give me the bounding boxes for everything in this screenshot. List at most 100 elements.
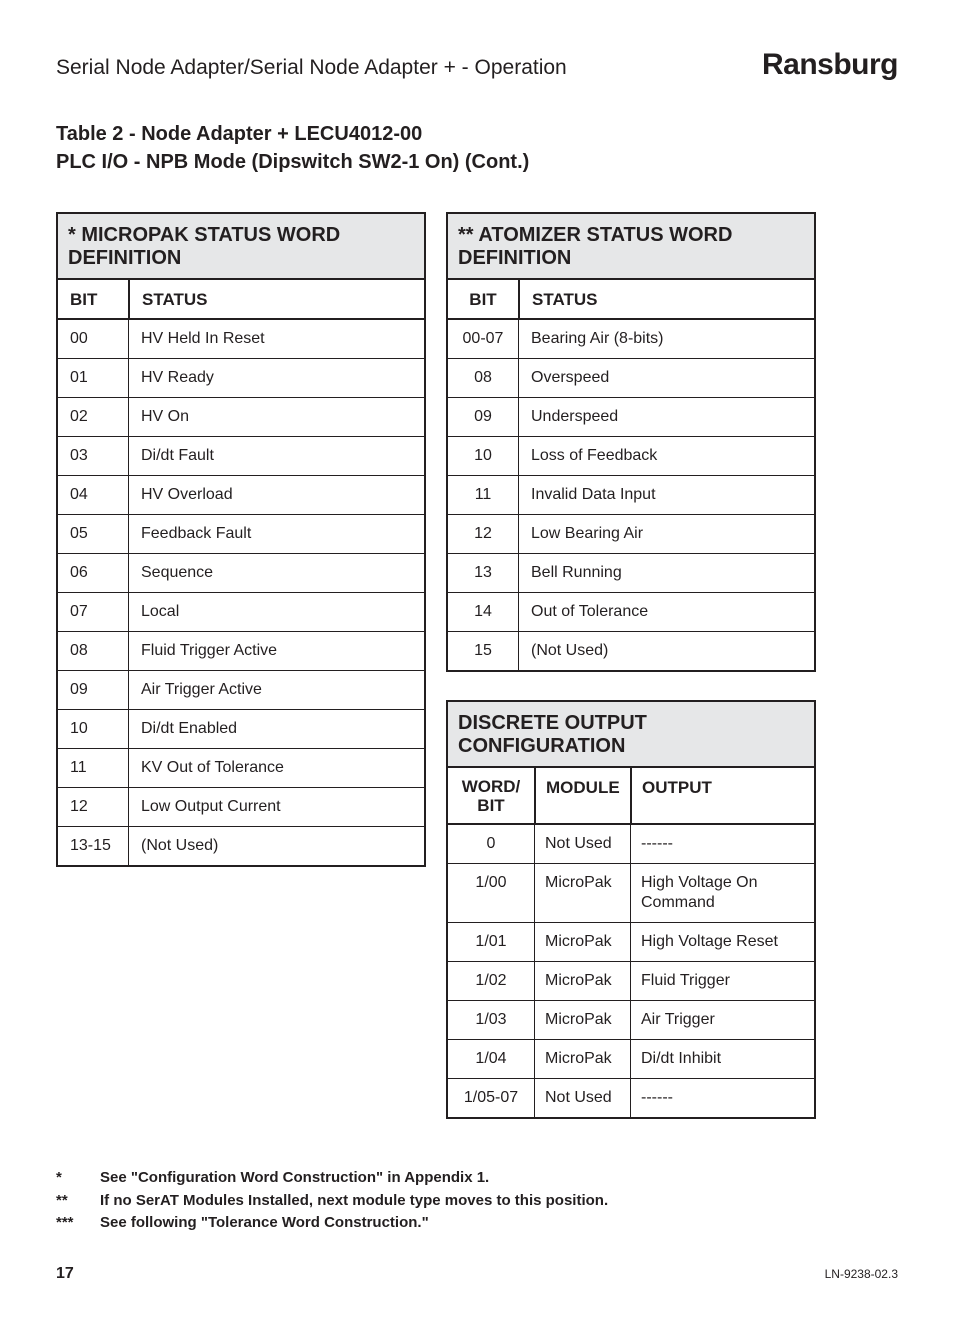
table-row: 10Loss of Feedback bbox=[448, 437, 814, 476]
table-cell: Fluid Trigger Active bbox=[128, 632, 424, 670]
table-row: 00-07Bearing Air (8-bits) bbox=[448, 320, 814, 359]
table-row: 10Di/dt Enabled bbox=[58, 710, 424, 749]
table-title: Table 2 - Node Adapter + LECU4012-00 PLC… bbox=[56, 120, 898, 176]
table-cell: 02 bbox=[58, 398, 128, 436]
table-cell: Feedback Fault bbox=[128, 515, 424, 553]
table-cell: 10 bbox=[58, 710, 128, 748]
table-row: 03Di/dt Fault bbox=[58, 437, 424, 476]
table-cell: 1/00 bbox=[448, 864, 534, 922]
table-title-line2: PLC I/O - NPB Mode (Dipswitch SW2-1 On) … bbox=[56, 151, 529, 173]
table-cell: Out of Tolerance bbox=[518, 593, 814, 631]
table-row: 06Sequence bbox=[58, 554, 424, 593]
table-cell: 1/02 bbox=[448, 962, 534, 1000]
table-cell: Low Output Current bbox=[128, 788, 424, 826]
atomizer-head-row: BIT STATUS bbox=[448, 280, 814, 320]
table-cell: HV Overload bbox=[128, 476, 424, 514]
table-cell: 13-15 bbox=[58, 827, 128, 865]
table-cell: 11 bbox=[448, 476, 518, 514]
table-row: 05Feedback Fault bbox=[58, 515, 424, 554]
table-row: 1/01MicroPakHigh Voltage Reset bbox=[448, 923, 814, 962]
table-cell: MicroPak bbox=[534, 1040, 630, 1078]
table-cell: 1/05-07 bbox=[448, 1079, 534, 1117]
micropak-body: 00HV Held In Reset01HV Ready02HV On03Di/… bbox=[58, 320, 424, 865]
table-cell: KV Out of Tolerance bbox=[128, 749, 424, 787]
footnote-marker: ** bbox=[56, 1190, 100, 1213]
table-row: 11KV Out of Tolerance bbox=[58, 749, 424, 788]
micropak-head-status: STATUS bbox=[128, 280, 424, 318]
page-number: 17 bbox=[56, 1265, 74, 1283]
micropak-table: * MICROPAK STATUS WORD DEFINITION BIT ST… bbox=[56, 212, 426, 867]
table-cell: Di/dt Enabled bbox=[128, 710, 424, 748]
table-cell: 13 bbox=[448, 554, 518, 592]
table-cell: (Not Used) bbox=[128, 827, 424, 865]
table-cell: High Voltage On Command bbox=[630, 864, 814, 922]
doc-number: LN-9238-02.3 bbox=[825, 1267, 898, 1281]
table-cell: 1/01 bbox=[448, 923, 534, 961]
table-cell: 01 bbox=[58, 359, 128, 397]
table-row: 12Low Output Current bbox=[58, 788, 424, 827]
discrete-head-output: OUTPUT bbox=[630, 768, 814, 823]
atomizer-body: 00-07Bearing Air (8-bits)08Overspeed09Un… bbox=[448, 320, 814, 670]
table-row: 12Low Bearing Air bbox=[448, 515, 814, 554]
table-cell: MicroPak bbox=[534, 923, 630, 961]
table-cell: Air Trigger Active bbox=[128, 671, 424, 709]
footnote-text: See following "Tolerance Word Constructi… bbox=[100, 1212, 429, 1235]
micropak-caption: * MICROPAK STATUS WORD DEFINITION bbox=[58, 214, 424, 280]
footnote-marker: *** bbox=[56, 1212, 100, 1235]
table-cell: Not Used bbox=[534, 1079, 630, 1117]
table-cell: Loss of Feedback bbox=[518, 437, 814, 475]
table-row: 1/02MicroPakFluid Trigger bbox=[448, 962, 814, 1001]
table-row: 1/05-07Not Used------ bbox=[448, 1079, 814, 1117]
table-cell: Low Bearing Air bbox=[518, 515, 814, 553]
table-cell: MicroPak bbox=[534, 962, 630, 1000]
table-cell: Overspeed bbox=[518, 359, 814, 397]
table-cell: 0 bbox=[448, 825, 534, 863]
table-cell: Sequence bbox=[128, 554, 424, 592]
footnote-marker: * bbox=[56, 1167, 100, 1190]
table-cell: 11 bbox=[58, 749, 128, 787]
table-cell: Di/dt Inhibit bbox=[630, 1040, 814, 1078]
right-column: ** ATOMIZER STATUS WORD DEFINITION BIT S… bbox=[446, 212, 816, 1119]
table-row: 13-15(Not Used) bbox=[58, 827, 424, 865]
table-cell: MicroPak bbox=[534, 1001, 630, 1039]
table-cell: 09 bbox=[448, 398, 518, 436]
table-cell: 1/04 bbox=[448, 1040, 534, 1078]
table-cell: 04 bbox=[58, 476, 128, 514]
table-cell: MicroPak bbox=[534, 864, 630, 922]
table-cell: High Voltage Reset bbox=[630, 923, 814, 961]
table-row: 09Underspeed bbox=[448, 398, 814, 437]
table-row: 11Invalid Data Input bbox=[448, 476, 814, 515]
table-cell: 00-07 bbox=[448, 320, 518, 358]
table-cell: 07 bbox=[58, 593, 128, 631]
table-cell: HV On bbox=[128, 398, 424, 436]
table-cell: ------ bbox=[630, 825, 814, 863]
table-row: 15(Not Used) bbox=[448, 632, 814, 670]
discrete-head-wordbit: WORD/ BIT bbox=[448, 768, 534, 823]
page-header: Serial Node Adapter/Serial Node Adapter … bbox=[56, 48, 898, 82]
table-cell: 14 bbox=[448, 593, 518, 631]
table-row: 00HV Held In Reset bbox=[58, 320, 424, 359]
table-cell: HV Ready bbox=[128, 359, 424, 397]
table-cell: Bearing Air (8-bits) bbox=[518, 320, 814, 358]
table-row: 04HV Overload bbox=[58, 476, 424, 515]
table-cell: ------ bbox=[630, 1079, 814, 1117]
left-column: * MICROPAK STATUS WORD DEFINITION BIT ST… bbox=[56, 212, 426, 867]
table-cell: 06 bbox=[58, 554, 128, 592]
footnote-text: If no SerAT Modules Installed, next modu… bbox=[100, 1190, 608, 1213]
discrete-caption: DISCRETE OUTPUT CONFIGURATION bbox=[448, 702, 814, 768]
discrete-head-module: MODULE bbox=[534, 768, 630, 823]
footnotes: *See "Configuration Word Construction" i… bbox=[56, 1167, 898, 1235]
table-cell: Air Trigger bbox=[630, 1001, 814, 1039]
discrete-output-table: DISCRETE OUTPUT CONFIGURATION WORD/ BIT … bbox=[446, 700, 816, 1119]
table-cell: Underspeed bbox=[518, 398, 814, 436]
atomizer-table: ** ATOMIZER STATUS WORD DEFINITION BIT S… bbox=[446, 212, 816, 672]
micropak-head-row: BIT STATUS bbox=[58, 280, 424, 320]
table-cell: 05 bbox=[58, 515, 128, 553]
table-row: 1/03MicroPakAir Trigger bbox=[448, 1001, 814, 1040]
table-cell: 12 bbox=[448, 515, 518, 553]
table-row: 08Overspeed bbox=[448, 359, 814, 398]
table-cell: 12 bbox=[58, 788, 128, 826]
table-cell: Not Used bbox=[534, 825, 630, 863]
table-row: 07Local bbox=[58, 593, 424, 632]
table-cell: 03 bbox=[58, 437, 128, 475]
